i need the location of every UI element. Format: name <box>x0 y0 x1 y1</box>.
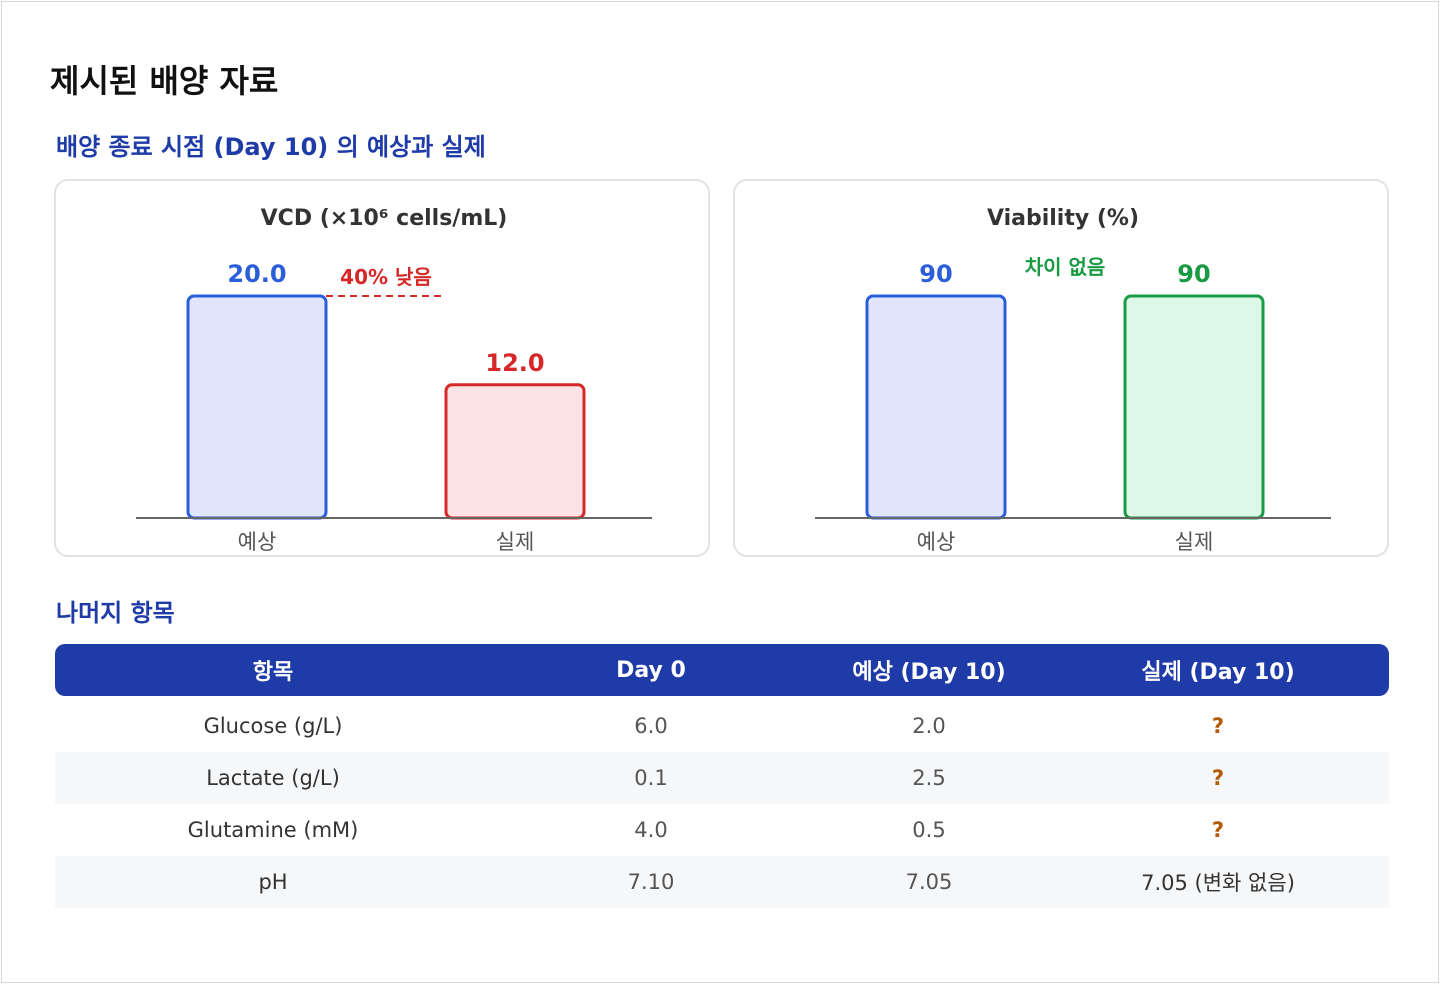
cell-item: pH <box>55 856 491 908</box>
data-label: 90 <box>1177 260 1210 288</box>
header-actual: 실제 (Day 10) <box>1047 644 1389 696</box>
vcd-chart-card: VCD (×10⁶ cells/mL) 20.0 예상 12.0 실제 40% 낮음 <box>54 179 710 557</box>
cell-actual: ? <box>1047 752 1389 804</box>
section-title-forecast: 배양 종료 시점 (Day 10) 의 예상과 실제 <box>56 133 486 161</box>
remaining-items-table: 항목 Day 0 예상 (Day 10) 실제 (Day 10) Glucose… <box>55 644 1389 908</box>
table-header-row: 항목 Day 0 예상 (Day 10) 실제 (Day 10) <box>55 644 1389 696</box>
category-label: 예상 <box>238 530 277 554</box>
cell-item: Glutamine (mM) <box>187 818 359 842</box>
bar-expected <box>186 294 328 520</box>
cell-item: Glucose (g/L) <box>203 714 343 738</box>
table-row: Lactate (g/L) 0.1 2.5 ? <box>55 752 1389 804</box>
vcd-chart: VCD (×10⁶ cells/mL) 20.0 예상 12.0 실제 40% 낮음 <box>136 206 652 554</box>
bar-expected <box>865 294 1007 520</box>
cell-expected: 2.5 <box>811 752 1047 804</box>
cell-day0: 0.1 <box>491 752 811 804</box>
header-expected: 예상 (Day 10) <box>811 644 1047 696</box>
data-label: 20.0 <box>227 260 286 288</box>
viability-chart: Viability (%) 90 예상 90 실제 차이 없음 <box>815 206 1331 554</box>
cell-actual: ? <box>1211 714 1225 738</box>
cell-actual: ? <box>1211 818 1225 842</box>
cell-item: Lactate (g/L) <box>55 752 491 804</box>
category-label: 실제 <box>496 530 535 554</box>
section-title-remaining: 나머지 항목 <box>56 599 175 627</box>
bar-actual <box>444 383 586 520</box>
category-label: 실제 <box>1175 530 1214 554</box>
data-label: 90 <box>919 260 952 288</box>
header-item: 항목 <box>55 644 491 696</box>
cell-expected: 2.0 <box>912 714 946 738</box>
cell-expected: 0.5 <box>912 818 946 842</box>
cell-expected: 7.05 <box>811 856 1047 908</box>
data-label: 12.0 <box>485 349 544 377</box>
chart-title: VCD (×10⁶ cells/mL) <box>261 206 508 231</box>
header-day0: Day 0 <box>491 644 811 696</box>
bar-actual <box>1123 294 1265 520</box>
difference-annotation: 차이 없음 <box>1025 255 1106 279</box>
table-row: Glucose (g/L) 6.0 2.0 ? <box>55 700 1389 752</box>
difference-annotation: 40% 낮음 <box>340 265 432 289</box>
table-row: pH 7.10 7.05 7.05 (변화 없음) <box>55 856 1389 908</box>
viability-chart-card: Viability (%) 90 예상 90 실제 차이 없음 <box>733 179 1389 557</box>
page-title: 제시된 배양 자료 <box>50 62 279 100</box>
cell-day0: 6.0 <box>634 714 668 738</box>
cell-day0: 7.10 <box>491 856 811 908</box>
chart-title: Viability (%) <box>987 206 1139 231</box>
cell-day0: 4.0 <box>634 818 668 842</box>
category-label: 예상 <box>917 530 956 554</box>
cell-actual: 7.05 (변화 없음) <box>1047 856 1389 908</box>
table-row: Glutamine (mM) 4.0 0.5 ? <box>55 804 1389 856</box>
